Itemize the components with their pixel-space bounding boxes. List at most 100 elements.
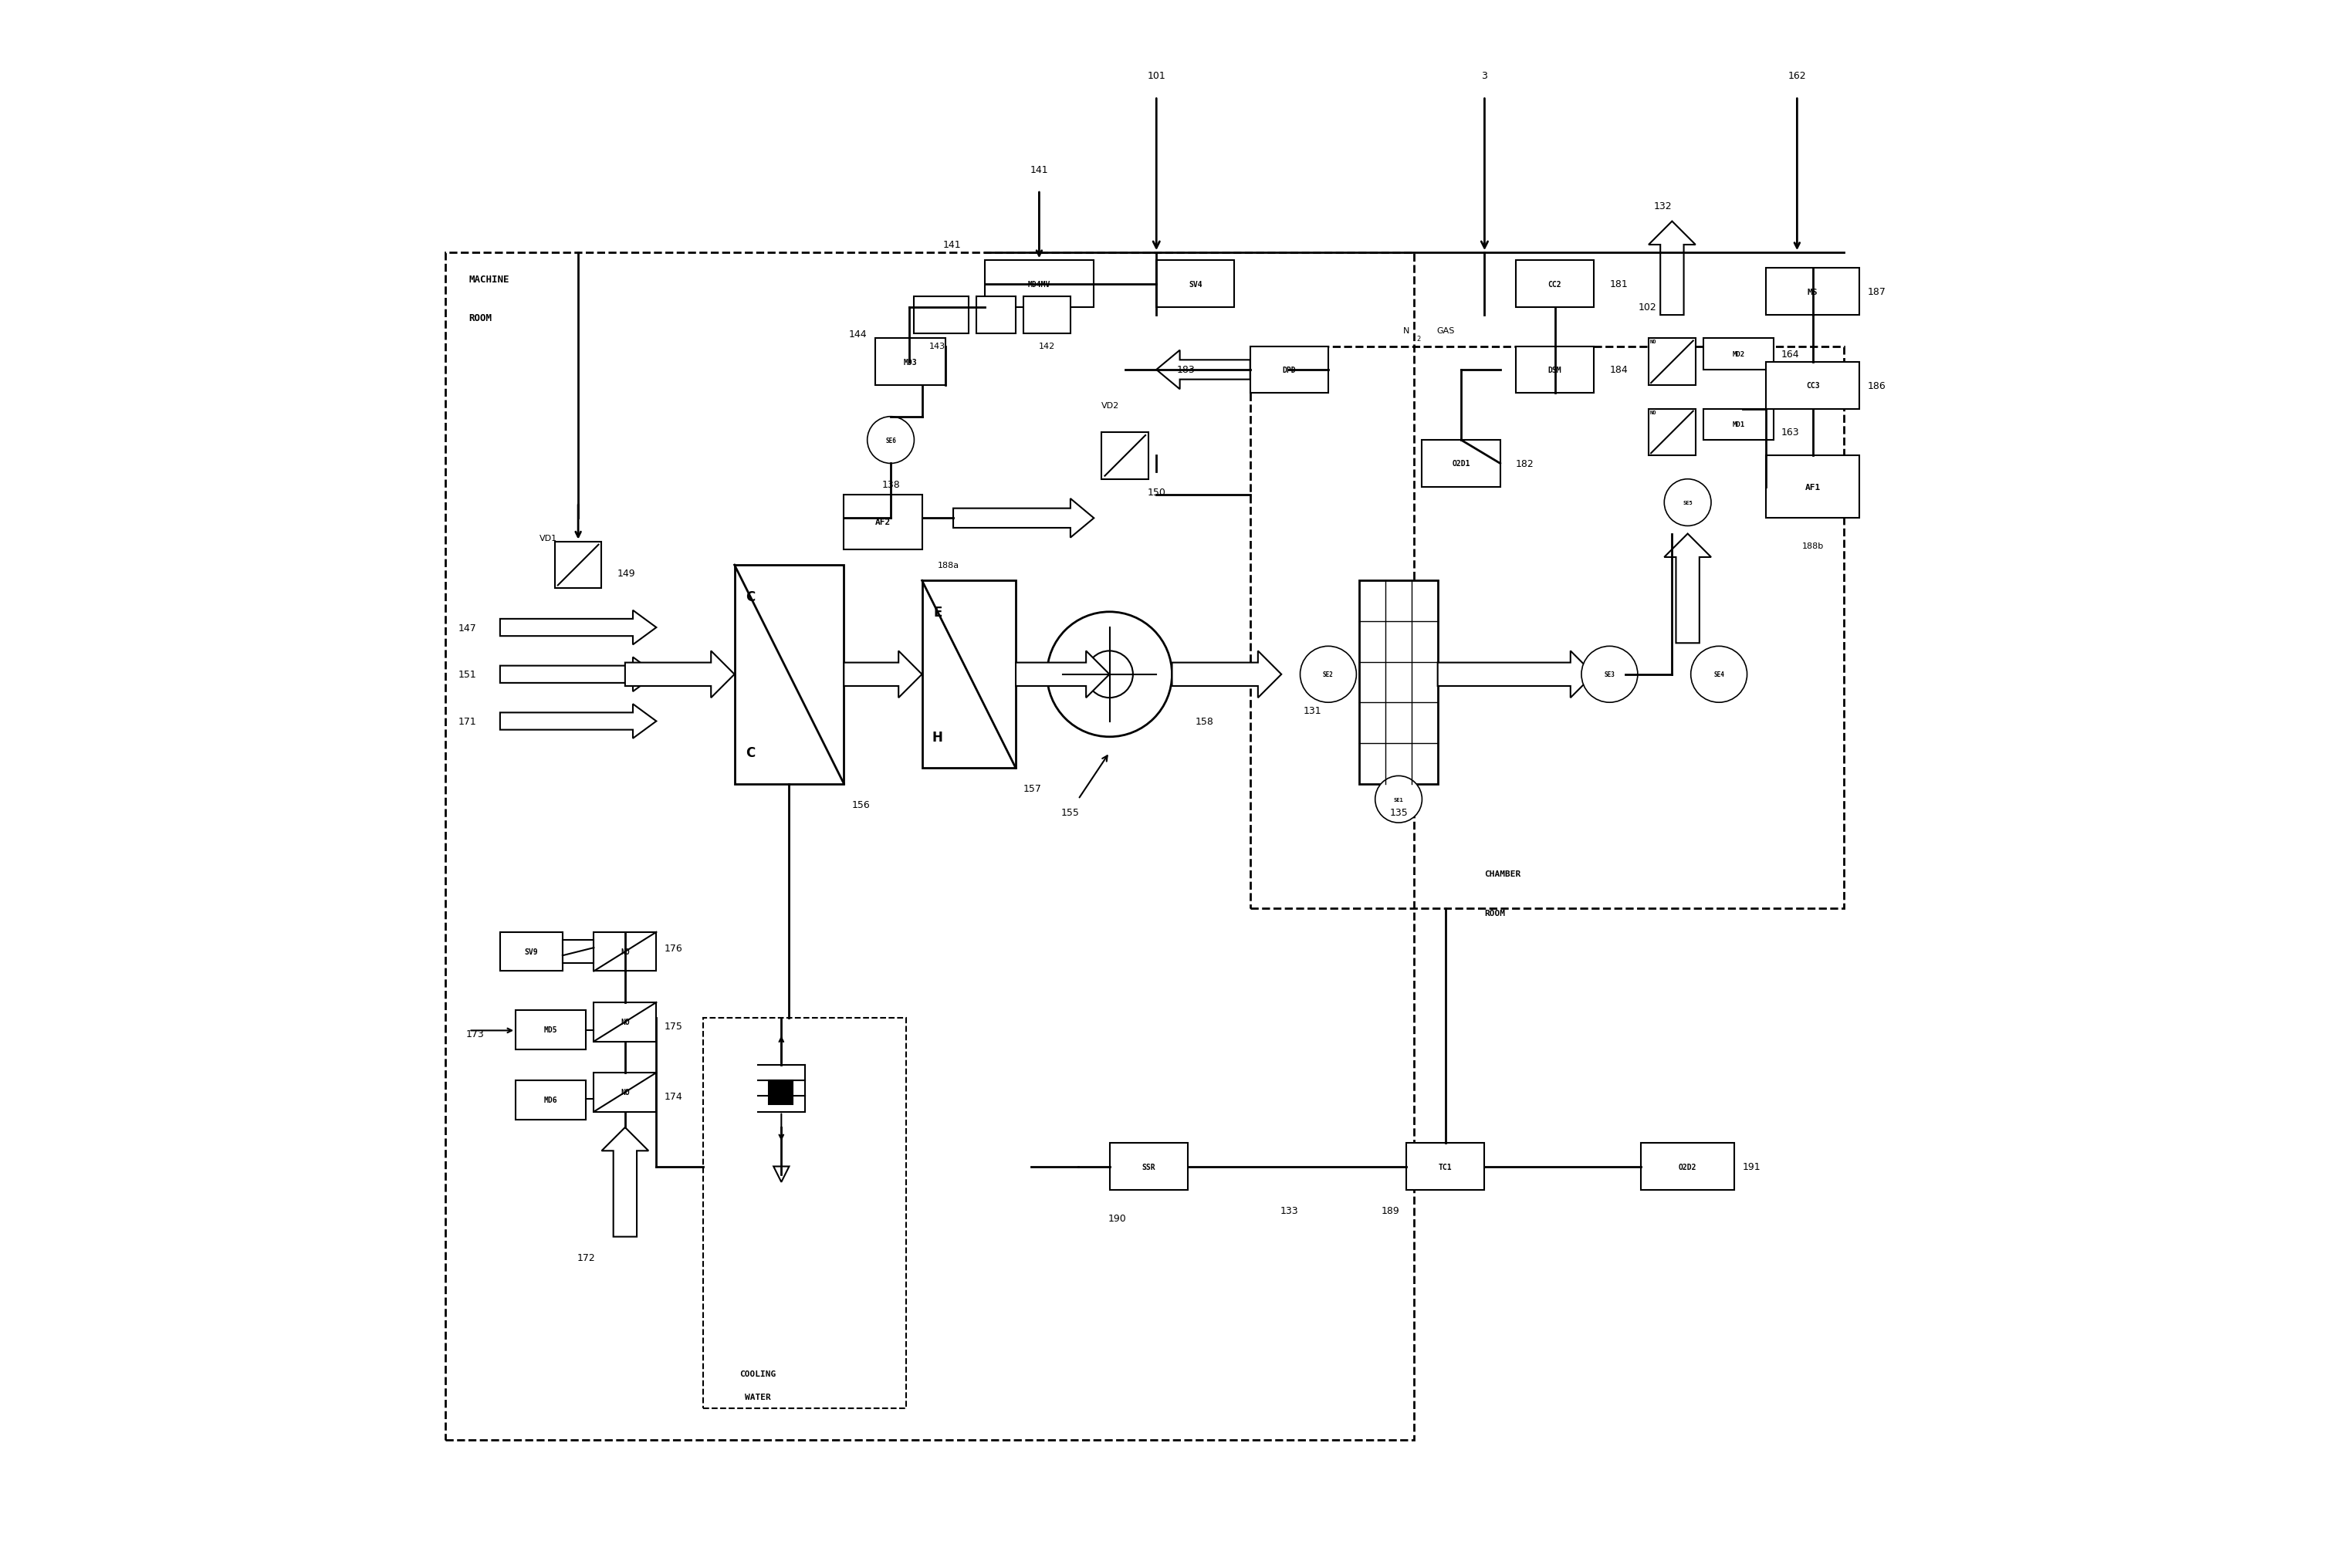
Circle shape bbox=[1048, 612, 1172, 737]
Text: 182: 182 bbox=[1517, 459, 1533, 469]
Text: 150: 150 bbox=[1146, 488, 1165, 497]
Text: 171: 171 bbox=[459, 717, 476, 726]
FancyBboxPatch shape bbox=[1641, 1143, 1735, 1190]
Polygon shape bbox=[499, 657, 656, 691]
Text: GAS: GAS bbox=[1437, 328, 1456, 336]
Text: 143: 143 bbox=[931, 342, 945, 350]
Circle shape bbox=[1085, 651, 1132, 698]
Polygon shape bbox=[1664, 535, 1711, 643]
Text: 133: 133 bbox=[1280, 1206, 1299, 1215]
Text: 135: 135 bbox=[1390, 808, 1409, 817]
FancyBboxPatch shape bbox=[1765, 268, 1859, 315]
Text: 191: 191 bbox=[1742, 1162, 1760, 1171]
FancyBboxPatch shape bbox=[516, 1010, 586, 1049]
Text: 132: 132 bbox=[1655, 201, 1671, 212]
Circle shape bbox=[1664, 480, 1711, 527]
FancyBboxPatch shape bbox=[1109, 1143, 1188, 1190]
Text: O2D1: O2D1 bbox=[1451, 459, 1470, 467]
Text: N: N bbox=[1404, 328, 1409, 336]
FancyBboxPatch shape bbox=[1765, 456, 1859, 519]
FancyBboxPatch shape bbox=[734, 566, 844, 784]
Text: MD2: MD2 bbox=[1732, 351, 1744, 358]
FancyBboxPatch shape bbox=[1102, 433, 1149, 480]
Text: 138: 138 bbox=[881, 480, 900, 489]
Text: SE2: SE2 bbox=[1322, 671, 1334, 679]
Text: 2: 2 bbox=[1416, 336, 1420, 342]
Text: NO: NO bbox=[621, 1088, 631, 1096]
Text: 187: 187 bbox=[1868, 287, 1887, 296]
FancyBboxPatch shape bbox=[1765, 362, 1859, 409]
Text: AF1: AF1 bbox=[1805, 483, 1821, 491]
Text: C: C bbox=[745, 746, 755, 760]
Text: 3: 3 bbox=[1481, 71, 1488, 82]
Text: C: C bbox=[745, 590, 755, 604]
FancyBboxPatch shape bbox=[1704, 339, 1774, 370]
Polygon shape bbox=[774, 1167, 790, 1182]
FancyBboxPatch shape bbox=[769, 1080, 792, 1104]
Text: 101: 101 bbox=[1146, 71, 1165, 82]
Polygon shape bbox=[1015, 651, 1109, 698]
Text: SE1: SE1 bbox=[1395, 797, 1404, 801]
Polygon shape bbox=[844, 651, 921, 698]
FancyBboxPatch shape bbox=[1423, 441, 1500, 488]
FancyBboxPatch shape bbox=[984, 260, 1095, 307]
FancyBboxPatch shape bbox=[1648, 409, 1695, 456]
Text: 183: 183 bbox=[1177, 365, 1195, 375]
Text: E: E bbox=[933, 605, 942, 619]
FancyBboxPatch shape bbox=[593, 1073, 656, 1112]
FancyBboxPatch shape bbox=[1648, 339, 1695, 386]
Text: 147: 147 bbox=[459, 622, 476, 633]
Text: 144: 144 bbox=[849, 329, 867, 339]
FancyBboxPatch shape bbox=[1024, 296, 1071, 334]
Text: MD4MV: MD4MV bbox=[1027, 281, 1050, 289]
FancyBboxPatch shape bbox=[921, 582, 1015, 768]
Text: ROOM: ROOM bbox=[469, 314, 492, 323]
Text: 151: 151 bbox=[459, 670, 476, 679]
FancyBboxPatch shape bbox=[593, 1002, 656, 1041]
Text: 174: 174 bbox=[663, 1091, 682, 1101]
Polygon shape bbox=[626, 651, 734, 698]
FancyBboxPatch shape bbox=[499, 933, 563, 972]
FancyBboxPatch shape bbox=[1249, 347, 1329, 394]
Text: 173: 173 bbox=[466, 1029, 485, 1040]
Text: NO: NO bbox=[1650, 409, 1657, 414]
Text: 188b: 188b bbox=[1803, 543, 1824, 550]
Text: H: H bbox=[933, 731, 942, 745]
Text: NO: NO bbox=[621, 949, 631, 956]
Text: 155: 155 bbox=[1062, 808, 1081, 817]
Text: MD6: MD6 bbox=[544, 1096, 558, 1104]
Text: 172: 172 bbox=[577, 1253, 595, 1262]
Text: VD2: VD2 bbox=[1102, 401, 1120, 409]
Text: 176: 176 bbox=[663, 942, 682, 953]
Text: SE6: SE6 bbox=[886, 437, 895, 444]
Circle shape bbox=[1301, 646, 1357, 702]
Polygon shape bbox=[499, 704, 656, 739]
Text: SE5: SE5 bbox=[1683, 500, 1692, 505]
Text: ROOM: ROOM bbox=[1484, 909, 1505, 917]
Text: 142: 142 bbox=[1038, 342, 1055, 350]
Text: SV9: SV9 bbox=[525, 949, 539, 956]
FancyBboxPatch shape bbox=[556, 543, 602, 590]
Polygon shape bbox=[499, 610, 656, 644]
Text: 181: 181 bbox=[1610, 279, 1627, 290]
Text: SV4: SV4 bbox=[1188, 281, 1202, 289]
FancyBboxPatch shape bbox=[1406, 1143, 1484, 1190]
Text: MD3: MD3 bbox=[902, 359, 917, 367]
FancyBboxPatch shape bbox=[593, 933, 656, 972]
Circle shape bbox=[1582, 646, 1638, 702]
Text: MD5: MD5 bbox=[544, 1025, 558, 1033]
Text: 102: 102 bbox=[1638, 303, 1657, 312]
Text: 156: 156 bbox=[851, 800, 870, 809]
FancyBboxPatch shape bbox=[1704, 409, 1774, 441]
Polygon shape bbox=[1172, 651, 1282, 698]
FancyBboxPatch shape bbox=[516, 1080, 586, 1120]
Text: CC3: CC3 bbox=[1805, 383, 1819, 390]
FancyBboxPatch shape bbox=[1360, 582, 1437, 784]
Text: 131: 131 bbox=[1303, 706, 1322, 717]
Text: O2D2: O2D2 bbox=[1678, 1163, 1697, 1170]
Text: 189: 189 bbox=[1381, 1206, 1399, 1215]
Polygon shape bbox=[1156, 351, 1249, 390]
Polygon shape bbox=[954, 499, 1095, 538]
Text: MD1: MD1 bbox=[1732, 422, 1744, 428]
Text: SE3: SE3 bbox=[1603, 671, 1615, 679]
